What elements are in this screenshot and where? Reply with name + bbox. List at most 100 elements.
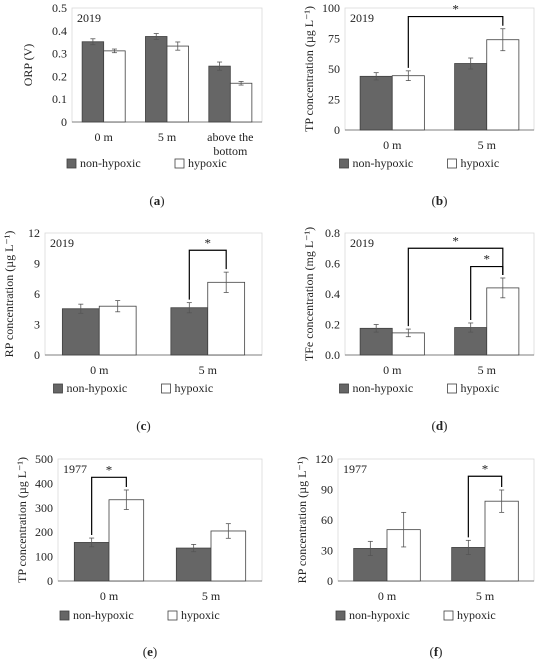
y-axis-label: ORP (V) [21, 44, 35, 87]
error-bar [468, 322, 474, 333]
bracket-line [407, 15, 504, 68]
chart-panel-d: 0.0 0.2 0.4 0.6 0.8 TFe concentration (mg L⁻¹… [302, 226, 535, 433]
bar-hypoxic [486, 287, 520, 356]
legend-label-hypoxic: hypoxic [181, 608, 220, 622]
bar-hypoxic [484, 500, 519, 582]
legend-label-hypoxic: hypoxic [175, 381, 214, 395]
error-bar [111, 48, 117, 54]
legend-swatch-non-hypoxic [339, 383, 349, 394]
error-bar [367, 540, 373, 556]
x-tick-label: 0 m [383, 363, 402, 377]
significance-bracket: * [407, 233, 504, 327]
error-bar [465, 539, 471, 555]
bar-non-hypoxic [81, 41, 105, 123]
y-tick-label: 0 [61, 115, 67, 129]
error-bar [186, 302, 192, 314]
significance-marker: * [452, 2, 459, 17]
y-tick-label: 0.8 [325, 226, 340, 240]
bracket-line [470, 265, 504, 320]
legend-swatch-hypoxic [161, 383, 171, 394]
bar-non-hypoxic [170, 307, 209, 356]
error-bar [223, 271, 229, 293]
bar-non-hypoxic [208, 65, 231, 123]
error-bar [401, 511, 407, 548]
x-tick-label: 5 m [476, 589, 495, 603]
y-axis-label: TFe concentration (mg L⁻¹) [302, 227, 316, 361]
y-tick-label: 30 [321, 544, 333, 558]
x-tick-label: 5 m [202, 589, 221, 603]
significance-marker: * [482, 461, 489, 476]
y-tick-label: 0.6 [325, 257, 340, 271]
error-bar [405, 70, 411, 81]
y-tick-label: 25 [328, 93, 340, 107]
panel-label: (c) [136, 418, 150, 433]
legend-label-hypoxic: hypoxic [461, 156, 500, 170]
significance-bracket: * [91, 462, 127, 536]
y-tick-label: 0.1 [52, 92, 67, 106]
error-bar [89, 537, 95, 548]
y-tick-label: 50 [328, 62, 340, 76]
error-bar [78, 303, 84, 314]
error-bar [191, 544, 197, 553]
error-bar [153, 33, 159, 40]
significance-bracket: * [188, 235, 227, 300]
error-bar [225, 523, 231, 539]
panel-label: (b) [432, 193, 448, 208]
y-axis-label: RP concentration (µg L⁻¹) [295, 457, 309, 584]
chart-panel-e: 0 100 200 300 400 500 TP concentration (µg L⁻¹… [15, 452, 263, 659]
y-tick-label: 0 [47, 574, 53, 588]
y-tick-label: 100 [35, 550, 53, 564]
year-label: 1977 [343, 462, 367, 476]
chart-panel-c: 0 3 6 9 12 RP concentration (µg L⁻¹) 2019 0 m 5 … [2, 226, 263, 433]
legend-swatch-hypoxic [447, 158, 457, 169]
x-tick-label: 0 m [94, 130, 113, 144]
x-tick-label: 5 m [158, 130, 177, 144]
legend-label-non-hypoxic: non-hypoxic [349, 608, 410, 622]
legend: non-hypoxic hypoxic [66, 156, 227, 170]
legend-swatch-non-hypoxic [66, 158, 77, 169]
bar-non-hypoxic [175, 547, 212, 582]
y-tick-label: 9 [34, 257, 40, 271]
panel-label: (a) [149, 193, 164, 208]
legend-swatch-non-hypoxic [59, 610, 70, 621]
error-bar [238, 81, 244, 86]
year-label: 2019 [50, 236, 74, 250]
y-tick-label: 100 [322, 1, 340, 15]
legend-label-non-hypoxic: non-hypoxic [73, 608, 134, 622]
x-tick-label: 0 m [378, 589, 397, 603]
y-tick-label: 60 [321, 513, 333, 527]
y-tick-label: 6 [34, 287, 40, 301]
legend-label-non-hypoxic: non-hypoxic [353, 381, 414, 395]
y-axis-label: TP concentration (µg L⁻¹) [15, 457, 29, 583]
x-tick-label: 5 m [478, 363, 497, 377]
error-bar [500, 28, 506, 52]
year-label: 1977 [63, 462, 87, 476]
bar-hypoxic [108, 499, 145, 582]
x-tick-label: 5 m [199, 363, 218, 377]
error-bar [373, 72, 379, 81]
x-tick-label: 0 m [90, 363, 109, 377]
y-tick-label: 3 [34, 318, 40, 332]
significance-bracket: * [470, 252, 504, 320]
y-tick-label: 400 [35, 476, 53, 490]
bar-hypoxic [98, 305, 137, 356]
y-tick-label: 0 [327, 574, 333, 588]
legend: non-hypoxic hypoxic [335, 608, 496, 622]
legend: non-hypoxic hypoxic [339, 381, 499, 395]
bracket-line [467, 475, 503, 538]
legend-label-non-hypoxic: non-hypoxic [80, 156, 141, 170]
legend-label-hypoxic: hypoxic [188, 156, 227, 170]
legend: non-hypoxic hypoxic [339, 156, 500, 170]
bar-hypoxic [207, 281, 246, 356]
legend-swatch-non-hypoxic [53, 383, 63, 394]
y-tick-label: 200 [35, 525, 53, 539]
y-tick-label: 75 [328, 32, 340, 46]
legend-swatch-non-hypoxic [339, 158, 349, 169]
error-bar [500, 277, 506, 299]
legend-label-hypoxic: hypoxic [457, 608, 496, 622]
significance-marker: * [452, 233, 459, 248]
bar-non-hypoxic [73, 542, 110, 582]
bracket-line [188, 249, 227, 300]
